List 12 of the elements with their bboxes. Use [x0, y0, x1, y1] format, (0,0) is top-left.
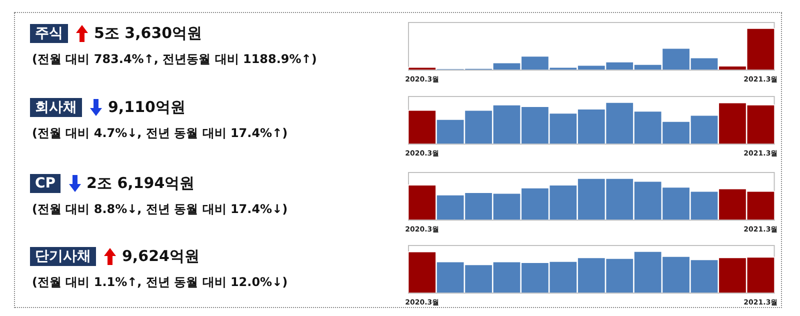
- text: 9,624억원: [122, 246, 200, 265]
- text: (전월 대비 4.7%↓, 전년 동월 대비 17.4%↑): [32, 126, 288, 140]
- text: 주식: [35, 26, 63, 42]
- text: 회사채: [35, 100, 77, 116]
- text: CP: [35, 176, 56, 192]
- text: (전월 대비 783.4%↑, 전년동월 대비 1188.9%↑): [32, 52, 317, 66]
- text: (전월 대비 8.8%↓, 전년 동월 대비 17.4%↓): [32, 202, 288, 216]
- text: 2조 6,194억원: [86, 174, 195, 192]
- text: (전월 대비 1.1%↑, 전년 동월 대비 12.0%↓): [32, 275, 288, 290]
- text: 5조 3,630억원: [94, 24, 202, 42]
- text: 단기사채: [35, 248, 91, 265]
- text: 9,110억원: [108, 98, 186, 116]
